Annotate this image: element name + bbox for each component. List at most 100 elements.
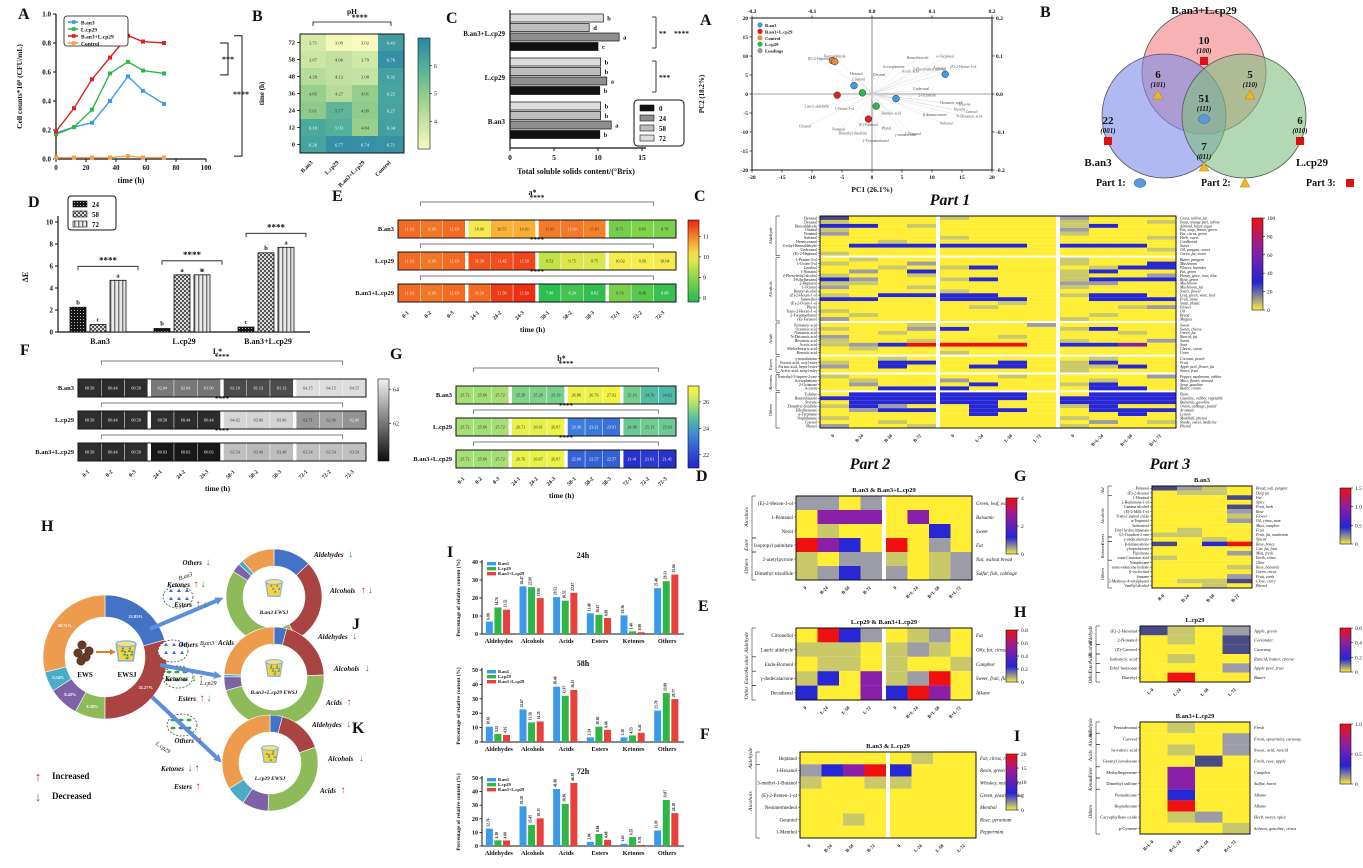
text-shape: 20: [472, 596, 478, 602]
rect-shape: [796, 566, 818, 580]
text-shape: 60.03: [181, 450, 190, 455]
rect-shape: [954, 801, 976, 814]
panel-b-ph-heatmap: pH **** 3.71 3.09 3.02 6.43 72 3.87 4.06 3.79 6.76…: [250, 4, 446, 196]
rect-shape: [998, 342, 1027, 347]
rect-shape: [820, 330, 849, 335]
rect-shape: [878, 326, 907, 331]
text-shape: Sweat, cheese: [1180, 327, 1202, 332]
rect-shape: [940, 297, 969, 302]
circle-shape: [73, 648, 83, 658]
text-shape: 7.98: [546, 291, 553, 296]
rect-shape: [1089, 378, 1118, 383]
rect-shape: [1140, 654, 1168, 664]
rect-shape: [1027, 273, 1056, 278]
polygon-shape: [272, 750, 275, 753]
rect-shape: [795, 627, 973, 701]
rect-shape: [300, 51, 326, 68]
rect-shape: [126, 59, 130, 64]
text-shape: 1-Octen-3-ol: [835, 107, 855, 111]
text-shape: (E)-2-Milk-1-ol: [1124, 510, 1149, 514]
rect-shape: [998, 289, 1027, 294]
rect-shape: [878, 317, 907, 321]
rect-shape: [503, 609, 511, 634]
rect-shape: [377, 378, 390, 462]
text-shape: ↓: [201, 579, 206, 590]
ellipse-shape: [130, 653, 134, 656]
polyline-shape: [77, 265, 139, 271]
text-shape: 8.38%: [86, 704, 98, 709]
text-shape: a: [116, 272, 120, 279]
rect-shape: [69, 306, 87, 333]
text-shape: 6.10: [309, 125, 318, 130]
rect-shape: [998, 273, 1027, 278]
rect-shape: [1027, 257, 1056, 262]
rect-shape: [878, 374, 907, 379]
rect-shape: [878, 305, 907, 310]
rect-shape: [1060, 293, 1089, 298]
rect-shape: [907, 223, 936, 228]
rect-shape: [998, 297, 1027, 302]
text-shape: B-58: [1205, 593, 1216, 604]
text-shape: 22.57: [607, 457, 616, 462]
rect-shape: [940, 223, 969, 228]
rect-shape: [1202, 537, 1227, 542]
rect-shape: [950, 566, 972, 580]
rect-shape: [907, 239, 936, 244]
text-shape: 0: [1355, 542, 1358, 548]
text-shape: 0.1: [996, 54, 1003, 60]
rect-shape: [907, 374, 936, 379]
rect-shape: [940, 416, 969, 421]
rect-shape: [878, 247, 907, 252]
text-shape: 6: [1297, 115, 1303, 127]
rect-shape: [969, 269, 998, 274]
rect-shape: [1060, 313, 1089, 318]
rect-shape: [969, 231, 998, 236]
rect-shape: [109, 279, 127, 333]
rect-shape: [299, 33, 405, 154]
rect-shape: [860, 510, 882, 524]
rect-shape: [940, 219, 969, 224]
rect-shape: [1147, 243, 1176, 248]
rect-shape: [843, 825, 865, 838]
rect-shape: [1027, 378, 1056, 383]
rect-shape: [1167, 672, 1195, 682]
rect-shape: [998, 400, 1027, 405]
text-shape: 11.01: [590, 227, 599, 232]
text-shape: 0: [1021, 552, 1024, 558]
text-shape: 15: [959, 175, 965, 181]
text-shape: 72-2: [640, 476, 652, 488]
rect-shape: [933, 825, 955, 838]
text-shape: Alcohol: [1089, 730, 1094, 747]
rect-shape: [969, 239, 998, 244]
text-shape: Alcohols: [521, 638, 545, 645]
rect-shape: [1147, 408, 1176, 413]
text-shape: 3.18: [621, 729, 625, 735]
rect-shape: [849, 396, 878, 401]
text-shape: 11.19: [405, 259, 414, 264]
rect-shape: [1118, 239, 1147, 244]
text-shape: 0: [802, 705, 808, 711]
text-shape: ****: [267, 222, 286, 232]
rect-shape: [1147, 346, 1176, 351]
text-shape: L.cp29: [172, 337, 195, 346]
rect-shape: [820, 360, 849, 365]
rect-shape: [950, 510, 972, 524]
rect-shape: [1147, 297, 1176, 302]
text-shape: B.an3: [1084, 157, 1112, 169]
text-shape: 11.38: [475, 259, 484, 264]
rect-shape: [969, 285, 998, 290]
polygon-shape: [172, 642, 176, 646]
text-shape: B.an3: [498, 669, 510, 674]
rect-shape: [878, 227, 907, 232]
text-shape: 3-Ethylhexanol: [793, 278, 817, 282]
text-shape: Acetoin: [805, 387, 817, 391]
rect-shape: [940, 285, 969, 290]
rect-shape: [849, 334, 878, 339]
panel-part2-f-heatmap: B.an3 & L.cp29 Heptanol Fat, citrus, ranci…: [700, 734, 1038, 866]
rect-shape: [929, 628, 951, 643]
polygon-shape: [270, 584, 273, 587]
rect-shape: [1147, 330, 1176, 335]
rect-shape: [849, 360, 878, 365]
text-shape: α-Terpinene: [798, 413, 817, 417]
